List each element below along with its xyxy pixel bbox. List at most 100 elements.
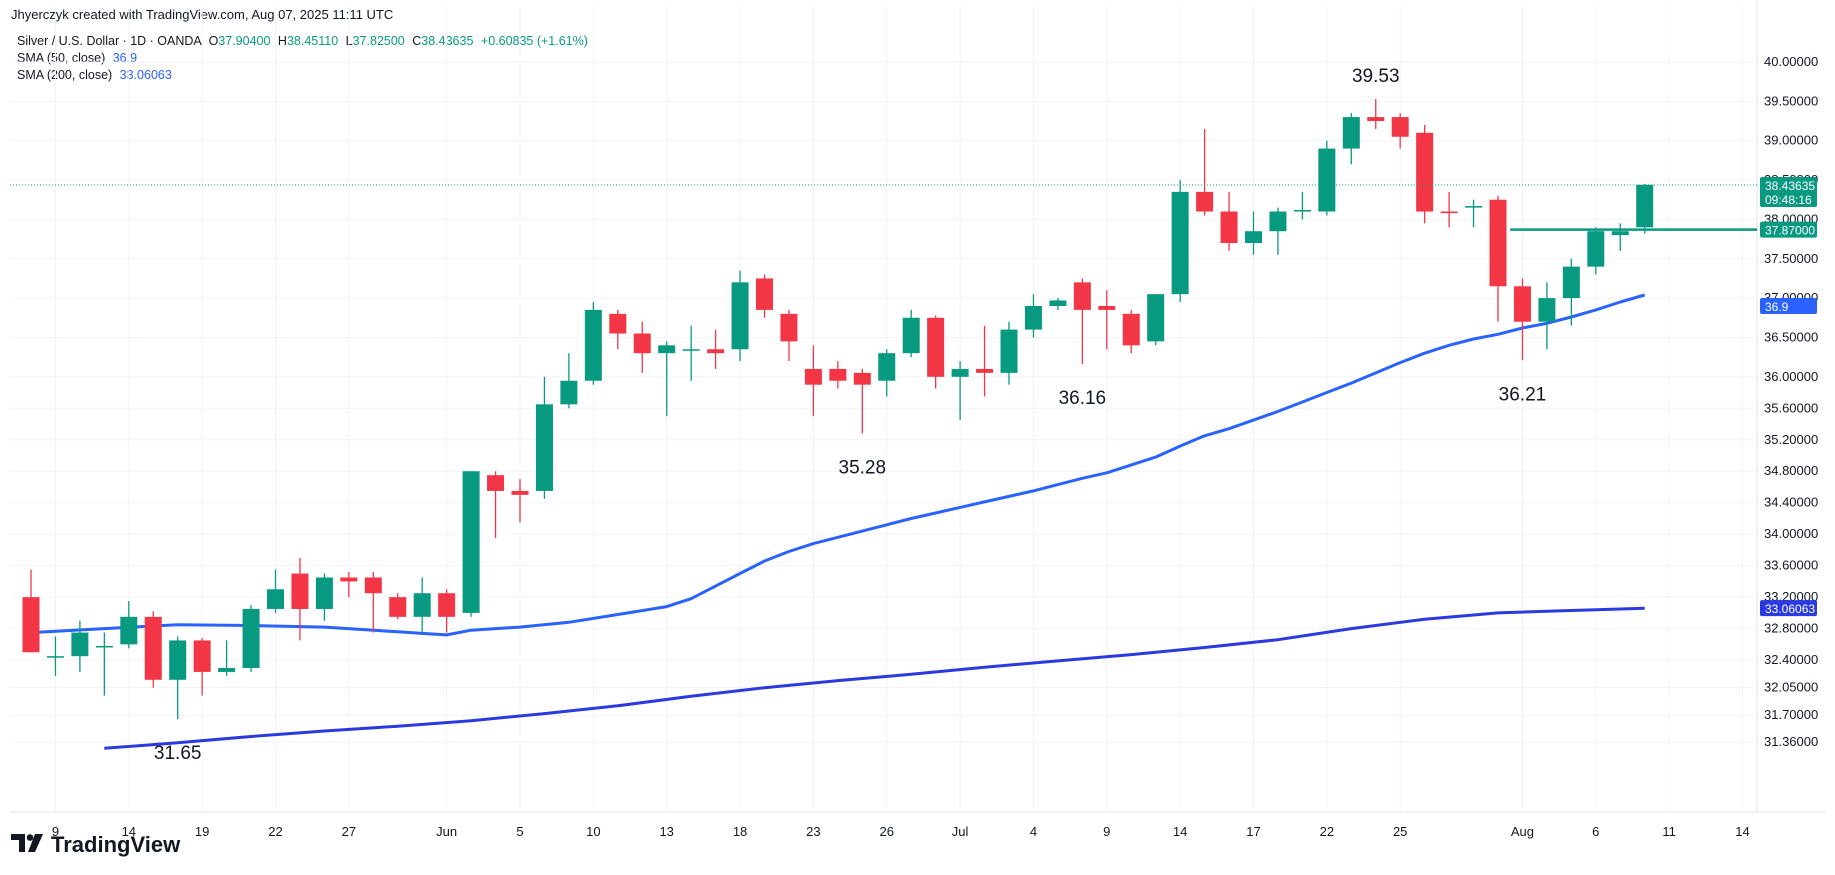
chart-legend: Silver / U.S. Dollar · 1D · OANDA O37.90… — [17, 33, 588, 84]
candle-up — [1562, 258, 1580, 326]
y-tick-label: 33.60000 — [1764, 558, 1818, 573]
candle-down — [1122, 309, 1140, 354]
candle-up — [315, 573, 333, 621]
tradingview-brand: TradingView — [51, 832, 181, 857]
candle-body — [413, 593, 431, 617]
candle-up — [1293, 191, 1311, 220]
candle-body — [462, 471, 480, 613]
tag-text: 38.43635 — [1765, 179, 1815, 193]
open-value: 37.90400 — [218, 34, 271, 48]
candle-body — [1073, 282, 1091, 310]
candle-up — [1171, 180, 1189, 303]
sma50-tag: 36.9 — [1760, 297, 1817, 314]
candle-up — [1049, 298, 1067, 310]
candle-body — [487, 475, 505, 491]
candle-up — [95, 632, 113, 696]
candle-up — [951, 361, 969, 421]
candle-up — [1538, 282, 1556, 350]
candle-body — [22, 597, 40, 653]
x-tick-label: 14 — [122, 824, 136, 839]
candle-body — [535, 404, 553, 491]
candle-body — [1611, 231, 1629, 236]
candle-body — [120, 616, 138, 645]
candle-body — [1269, 211, 1287, 232]
candle-down — [1416, 124, 1434, 224]
x-tick-label: Aug — [1511, 824, 1534, 839]
candle-body — [1245, 231, 1262, 244]
candle-down — [780, 309, 798, 362]
candle-down — [1073, 278, 1091, 365]
x-tick-label: 18 — [733, 824, 747, 839]
tag-text: 36.9 — [1765, 300, 1789, 314]
candle-body — [609, 313, 627, 334]
sma50-line — [30, 293, 1646, 637]
candle-up — [682, 325, 700, 381]
y-axis-ticks: 40.0000039.5000039.0000038.5000038.00000… — [1764, 54, 1818, 749]
y-tick-label: 37.50000 — [1764, 251, 1818, 266]
x-axis-ticks: 9 14 19 22 27 Jun 5 10 13 18 23 26 Jul 4 9 14 17 22 25 Aug 6… — [52, 824, 1750, 839]
candle-up — [1611, 223, 1629, 251]
candle-body — [71, 632, 89, 657]
x-tick-label: 27 — [342, 824, 356, 839]
candle-body — [1220, 211, 1238, 244]
candles — [22, 98, 1654, 720]
candle-down — [1220, 191, 1238, 251]
y-tick-label: 39.50000 — [1764, 93, 1818, 108]
candle-down — [144, 611, 162, 688]
tag-box — [1760, 600, 1817, 617]
sma-lines — [30, 293, 1646, 750]
candle-down — [1196, 128, 1214, 216]
x-tick-label: 14 — [1173, 824, 1187, 839]
candle-down — [193, 638, 211, 696]
x-tick-label: 14 — [1735, 824, 1749, 839]
candle-body — [1465, 206, 1483, 208]
tradingview-logo-icon — [11, 832, 45, 858]
x-tick-label: 13 — [659, 824, 673, 839]
candle-body — [853, 372, 871, 385]
price-annotation: 39.53 — [1352, 66, 1400, 87]
candle-down — [1098, 290, 1116, 350]
y-tick-label: 31.70000 — [1764, 707, 1818, 722]
candle-down — [609, 309, 627, 350]
candle-down — [804, 345, 822, 417]
tradingview-logo[interactable]: TradingView — [11, 832, 180, 858]
candle-body — [1538, 298, 1556, 322]
low-value: 37.82500 — [352, 34, 405, 48]
y-tick-label: 40.00000 — [1764, 54, 1818, 69]
level-tag: 37.87000 — [1760, 221, 1817, 238]
candle-body — [340, 577, 358, 582]
candle-body — [1171, 191, 1189, 295]
candle-body — [1562, 266, 1580, 299]
candle-body — [878, 353, 896, 381]
candle-down — [340, 571, 358, 598]
candle-up — [1245, 211, 1262, 255]
x-tick-label: 26 — [880, 824, 894, 839]
candle-up — [535, 376, 553, 499]
candle-body — [511, 490, 529, 495]
candle-body — [756, 278, 773, 310]
candle-body — [1318, 148, 1336, 212]
candle-up — [242, 605, 260, 672]
candle-up — [658, 341, 676, 417]
candle-body — [1024, 305, 1042, 330]
candle-up — [120, 601, 138, 649]
y-tick-label: 34.00000 — [1764, 526, 1818, 541]
candle-body — [1513, 286, 1531, 322]
legend-sma200-row[interactable]: SMA (200, close) 33.06063 — [17, 67, 588, 84]
candle-up — [71, 620, 89, 672]
candle-body — [1342, 117, 1360, 149]
symbol-title[interactable]: Silver / U.S. Dollar · 1D · OANDA — [17, 34, 202, 48]
candle-body — [169, 640, 187, 680]
open-label: O — [208, 34, 219, 48]
candle-body — [658, 345, 676, 354]
x-tick-label: 25 — [1393, 824, 1407, 839]
candle-down — [1513, 278, 1531, 361]
x-tick-label: 4 — [1030, 824, 1037, 839]
candle-up — [560, 353, 578, 409]
candle-body — [1440, 211, 1458, 214]
candle-down — [853, 368, 871, 434]
x-tick-label: 5 — [516, 824, 523, 839]
candle-down — [829, 361, 847, 389]
